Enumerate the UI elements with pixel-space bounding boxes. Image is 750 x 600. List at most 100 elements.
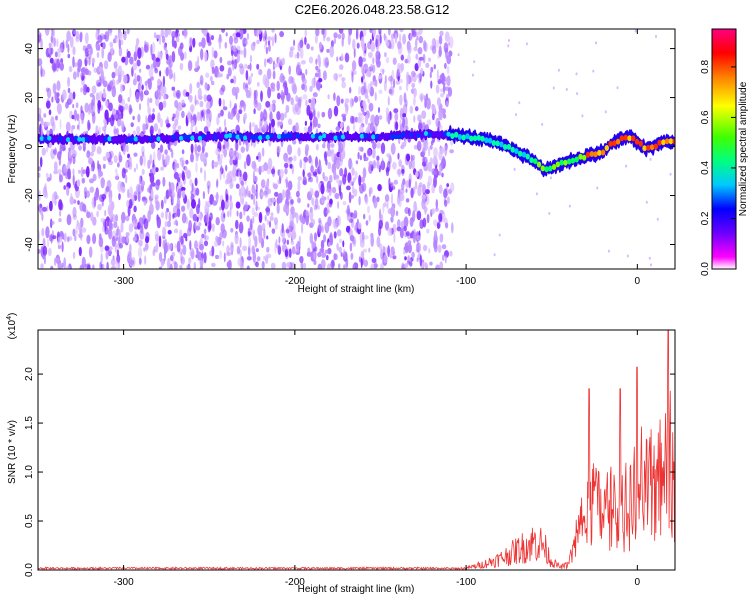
spectrogram-noise-speck [388,29,391,36]
spectrogram-noise-speck [321,29,325,35]
spectrogram-noise-speck [323,207,328,218]
spectrogram-noise-speck [364,88,369,99]
spectrogram-noise-speck [53,37,56,47]
spectrogram-noise-speck [220,165,223,172]
spectrogram-ridge-core [480,135,485,142]
spectrogram-noise-speck [399,33,402,43]
spectrogram-noise-speck [39,156,43,168]
spectrogram-noise-speck [239,211,243,220]
spectrogram-noise-speck [45,226,50,239]
spectrogram-noise-speck [314,171,317,178]
spectrogram-noise-speck [626,254,629,258]
spectrogram-noise-speck [326,209,331,214]
spectrogram-noise-speck [381,157,384,170]
spectrogram-ridge-core [325,133,331,139]
spectrogram-noise-speck [188,257,192,264]
spectrogram-noise-speck [53,161,58,173]
spectrogram-noise-speck [66,236,70,243]
spectrogram-ridge-core [333,135,338,141]
spectrogram-noise-speck [277,92,281,100]
spectrogram-noise-speck [38,34,42,42]
spectrogram-noise-speck [75,36,80,43]
spectrogram-y-tick-label: 20 [24,92,35,104]
spectrogram-noise-speck [42,245,48,257]
spectrogram-noise-speck [450,182,455,193]
spectrogram-noise-speck [196,81,200,89]
spectrogram-noise-speck [277,121,283,126]
spectrogram-noise-speck [411,30,417,38]
spectrogram-noise-speck [111,71,116,79]
spectrogram-noise-speck [386,160,391,172]
spectrogram-noise-speck [149,97,153,104]
spectrogram-noise-speck [238,221,244,234]
spectrogram-ridge-core [137,136,142,142]
spectrogram-noise-speck [351,71,354,83]
spectrogram-noise-speck [121,70,125,77]
spectrogram-noise-speck [68,147,71,152]
spectrogram-noise-speck [448,36,454,49]
spectrogram-noise-speck [358,95,362,102]
spectrogram-noise-speck [405,80,409,92]
spectrogram-noise-speck [404,125,409,132]
spectrogram-noise-speck [336,95,341,107]
spectrogram-noise-speck [223,252,226,263]
spectrogram-noise-speck [339,64,344,70]
spectrogram-noise-speck [270,262,276,269]
spectrogram-noise-speck [168,243,173,251]
spectrogram-noise-speck [246,265,250,269]
spectrogram-ridge-core [442,131,448,137]
spectrogram-noise-speck [162,100,167,108]
spectrogram-noise-speck [380,263,384,269]
spectrogram-noise-speck [398,159,403,168]
spectrogram-noise-speck [212,200,218,206]
spectrogram-noise-speck [255,248,259,253]
spectrogram-noise-speck [358,222,362,230]
spectrogram-noise-speck [498,233,501,237]
spectrogram-noise-speck [227,67,232,77]
spectrogram-noise-speck [213,50,218,59]
spectrogram-noise-speck [338,246,343,253]
spectrogram-noise-speck [236,210,239,217]
spectrogram-noise-speck [368,214,371,222]
spectrogram-noise-speck [247,227,251,238]
spectrogram-ridge-core [465,133,470,140]
spectrogram-noise-speck [199,258,204,267]
spectrogram-noise-speck [515,113,517,117]
spectrogram-noise-speck [173,162,177,173]
spectrogram-noise-speck [69,36,74,48]
spectrogram-noise-speck [432,155,438,167]
spectrogram-noise-speck [305,210,309,217]
spectrogram-noise-speck [300,213,303,224]
spectrogram-noise-speck [95,125,99,134]
colorbar-frame [711,28,737,270]
spectrogram-noise-speck [240,180,245,187]
spectrogram-noise-speck [399,29,404,33]
spectrogram-noise-speck [233,36,239,44]
spectrogram-noise-speck [132,62,138,71]
spectrogram-noise-speck [229,35,233,45]
spectrogram-noise-speck [382,203,385,214]
spectrogram-noise-speck [117,114,122,120]
spectrogram-noise-speck [211,46,214,58]
spectrogram-noise-speck [449,250,453,257]
spectrogram-noise-speck [379,208,382,221]
spectrogram-noise-speck [101,200,104,207]
spectrogram-noise-speck [124,30,127,36]
spectrogram-noise-speck [100,264,103,269]
spectrogram-ridge-core [446,131,451,137]
spectrogram-noise-speck [415,53,419,60]
spectrogram-noise-speck [270,87,276,92]
spectrogram-noise-speck [314,72,319,78]
spectrogram-noise-speck [444,76,447,82]
spectrogram-ridge-core [299,133,304,139]
spectrogram-noise-speck [345,103,349,112]
spectrogram-ridge-core [103,136,109,142]
spectrogram-noise-speck [49,200,53,212]
spectrogram-noise-speck [122,144,126,155]
spectrogram-noise-speck [159,94,162,100]
spectrogram-noise-speck [267,157,273,170]
spectrogram-noise-speck [335,159,341,170]
spectrogram-noise-speck [39,205,44,216]
spectrogram-noise-speck [408,178,411,189]
spectrogram-noise-speck [121,56,126,63]
